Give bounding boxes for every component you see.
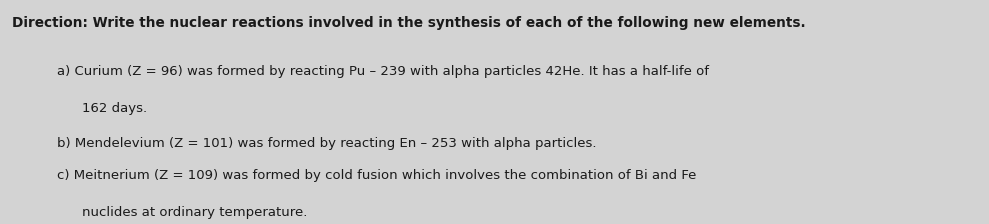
Text: nuclides at ordinary temperature.: nuclides at ordinary temperature.	[82, 206, 308, 219]
Text: b) Mendelevium (Z = 101) was formed by reacting En – 253 with alpha particles.: b) Mendelevium (Z = 101) was formed by r…	[57, 137, 597, 150]
Text: c) Meitnerium (Z = 109) was formed by cold fusion which involves the combination: c) Meitnerium (Z = 109) was formed by co…	[57, 169, 696, 182]
Text: Direction: Write the nuclear reactions involved in the synthesis of each of the : Direction: Write the nuclear reactions i…	[12, 16, 805, 30]
Text: 162 days.: 162 days.	[82, 102, 147, 115]
Text: a) Curium (Z = 96) was formed by reacting Pu – 239 with alpha particles 42He. It: a) Curium (Z = 96) was formed by reactin…	[57, 65, 709, 78]
